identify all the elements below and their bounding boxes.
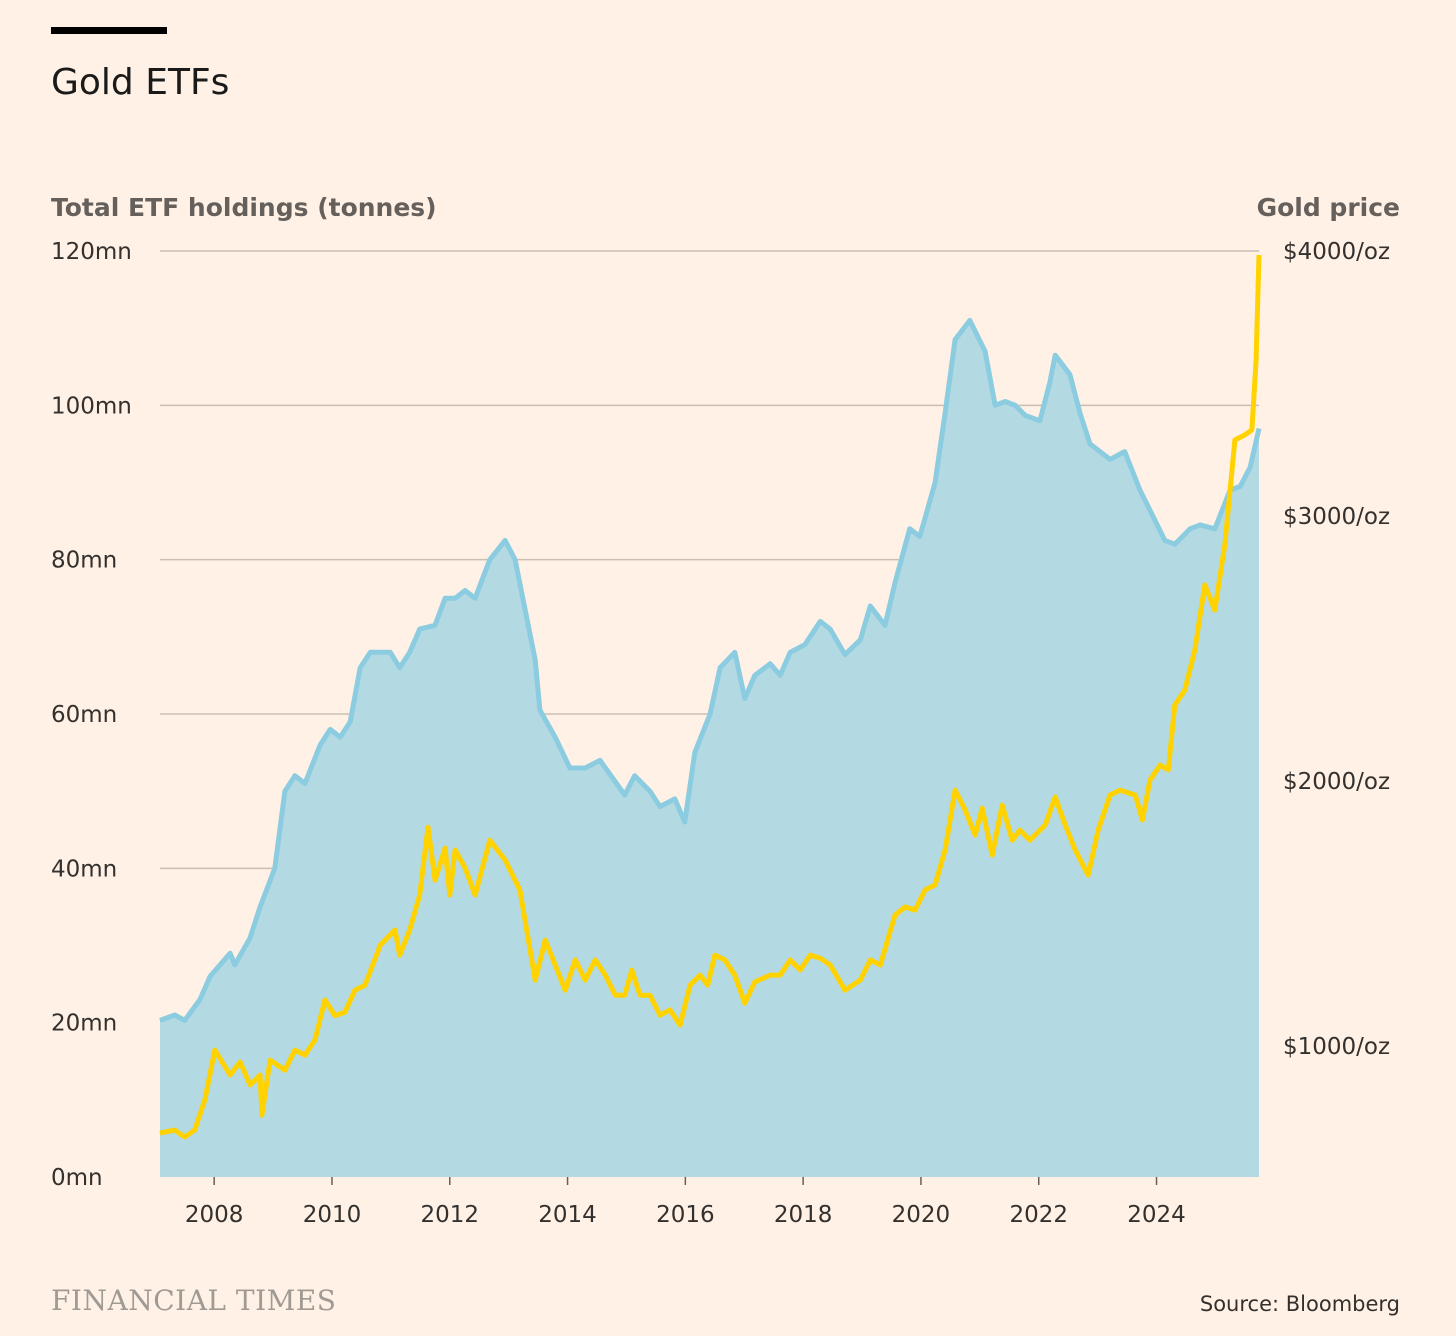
gold-price-line	[159, 254, 1262, 1140]
source-note: Source: Bloomberg	[1200, 1292, 1400, 1316]
x-tick-label: 2020	[892, 1202, 951, 1228]
chart-title: Gold ETFs	[51, 62, 229, 103]
left-tick-label: 120mn	[51, 239, 132, 265]
right-tick-label: $2000/oz	[1283, 769, 1390, 795]
x-tick-label: 2012	[420, 1202, 479, 1228]
x-tick-label: 2008	[185, 1202, 244, 1228]
x-tick-label: 2016	[656, 1202, 715, 1228]
etf-holdings-area	[160, 320, 1259, 1177]
right-tick-label: $4000/oz	[1283, 239, 1390, 265]
left-tick-label: 100mn	[51, 393, 132, 419]
right-axis-title: Gold price	[1257, 193, 1400, 222]
left-tick-label: 0mn	[51, 1165, 103, 1191]
left-tick-label: 60mn	[51, 702, 117, 728]
x-tick-label: 2014	[538, 1202, 597, 1228]
left-tick-label: 20mn	[51, 1011, 117, 1037]
left-tick-label: 40mn	[51, 856, 117, 882]
axis-ticks: 0mn 20mn 40mn 60mn 80mn 100mn 120mn $1000/oz $20…	[51, 239, 1390, 1228]
x-tick-label: 2022	[1009, 1202, 1068, 1228]
plot-area	[159, 254, 1262, 1177]
x-tick-label: 2010	[303, 1202, 362, 1228]
left-tick-label: 80mn	[51, 548, 117, 574]
ft-logo: FINANCIAL TIMES	[51, 1284, 336, 1317]
right-tick-label: $3000/oz	[1283, 504, 1390, 530]
x-tick-label: 2018	[774, 1202, 833, 1228]
etf-holdings-line	[159, 317, 1262, 1023]
right-tick-label: $1000/oz	[1283, 1034, 1390, 1060]
title-rule	[51, 27, 167, 34]
x-tick-label: 2024	[1127, 1202, 1186, 1228]
left-axis-title: Total ETF holdings (tonnes)	[51, 193, 437, 222]
